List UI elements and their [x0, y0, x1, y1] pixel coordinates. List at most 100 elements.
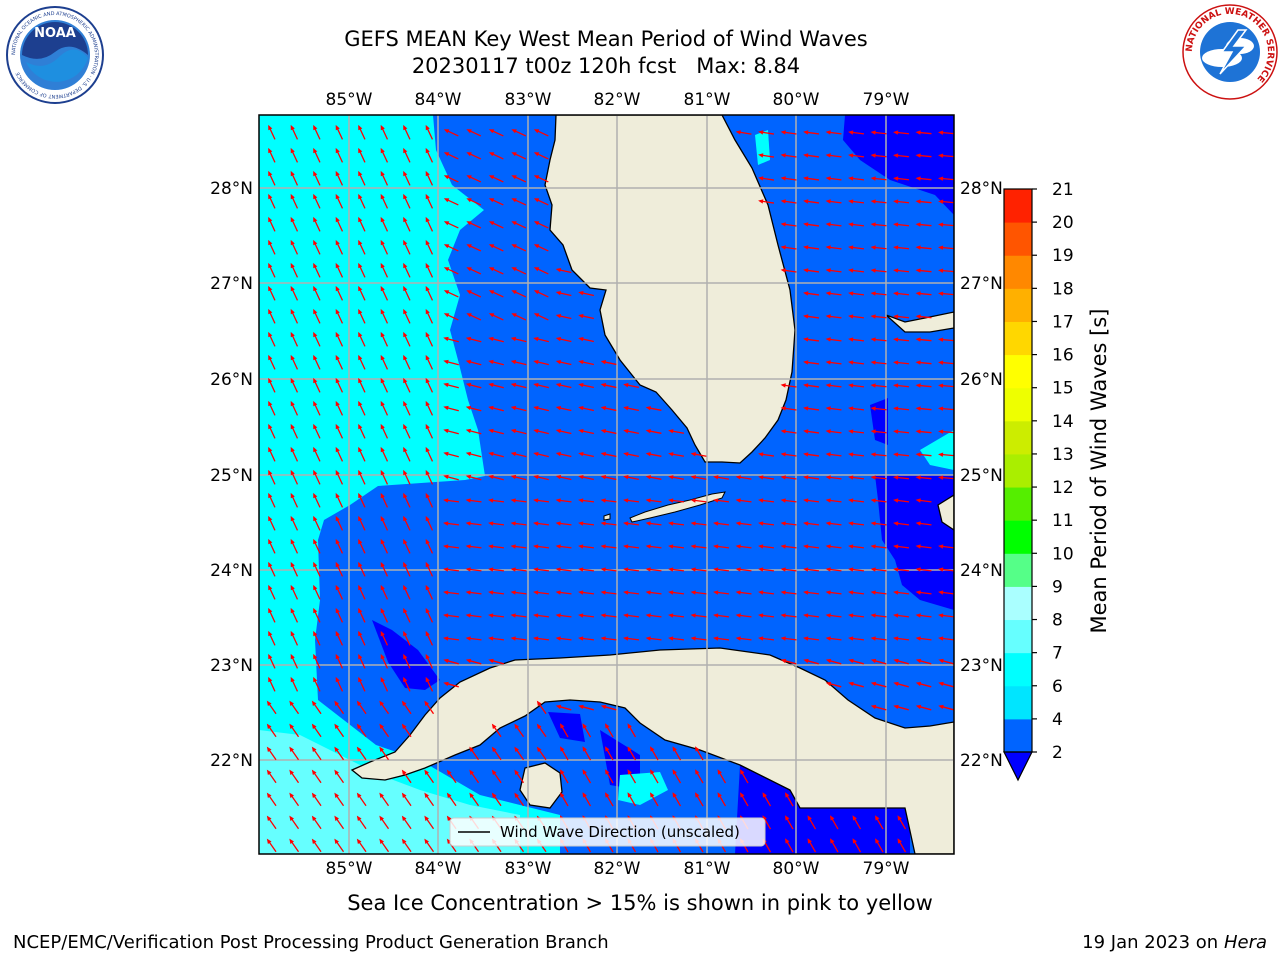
wave-direction-arrow [645, 613, 662, 618]
wave-direction-arrow [380, 170, 389, 186]
wave-direction-arrow [290, 285, 299, 301]
wave-direction-arrow [488, 544, 505, 549]
wave-direction-arrow [578, 337, 594, 343]
wave-direction-arrow [735, 521, 752, 526]
wave-direction-arrow [313, 538, 321, 554]
wave-direction-arrow [780, 636, 797, 641]
wave-direction-arrow [690, 613, 707, 618]
colorbar-segment [1004, 487, 1032, 521]
wave-direction-arrow [825, 613, 842, 618]
wave-direction-arrow [425, 400, 434, 416]
wave-direction-arrow [335, 446, 344, 462]
wave-direction-arrow [268, 515, 276, 531]
wave-direction-arrow [380, 262, 389, 278]
wave-direction-arrow [717, 769, 727, 784]
wave-direction-arrow [560, 792, 569, 807]
wave-direction-arrow [668, 636, 685, 641]
wave-direction-arrow [290, 423, 299, 439]
wave-direction-arrow [358, 400, 366, 416]
wave-direction-arrow [803, 406, 820, 411]
wave-direction-arrow [848, 658, 864, 665]
wave-direction-arrow [403, 170, 411, 186]
wave-direction-arrow [825, 429, 842, 434]
wave-direction-arrow [803, 567, 820, 572]
wave-direction-arrow [380, 400, 389, 416]
wave-direction-arrow [465, 521, 482, 526]
wave-direction-arrow [893, 521, 910, 526]
colorbar-segment [1004, 520, 1032, 554]
wave-direction-arrow [358, 124, 366, 140]
wave-direction-arrow [875, 815, 884, 830]
wave-direction-arrow [915, 245, 932, 250]
wave-direction-arrow [380, 561, 389, 577]
wave-direction-arrow [313, 630, 321, 646]
wave-direction-arrow [623, 521, 640, 526]
wave-direction-arrow [268, 377, 276, 393]
wave-direction-arrow [380, 676, 389, 692]
wave-direction-arrow [268, 538, 276, 554]
wave-direction-arrow [600, 452, 617, 458]
wave-direction-arrow [938, 452, 954, 457]
wave-direction-arrow [915, 704, 932, 711]
wave-direction-arrow [803, 314, 820, 319]
wave-direction-arrow [713, 636, 730, 641]
wave-direction-arrow [290, 607, 299, 623]
wave-direction-arrow [627, 723, 637, 738]
wave-direction-arrow [268, 124, 276, 140]
wave-direction-arrow [380, 239, 389, 255]
wave-direction-arrow [533, 221, 549, 229]
wave-direction-arrow [600, 521, 617, 526]
wave-direction-arrow [825, 337, 842, 342]
colorbar-tick-label: 18 [1052, 279, 1074, 299]
wave-direction-arrow [403, 239, 411, 255]
wave-direction-arrow [403, 515, 411, 531]
wave-direction-arrow [403, 147, 411, 163]
wave-direction-arrow [578, 704, 594, 711]
wave-direction-arrow [780, 406, 797, 411]
arrow-legend: Wind Wave Direction (unscaled) [449, 817, 766, 847]
wave-direction-arrow [335, 308, 344, 324]
wave-direction-arrow [938, 153, 954, 158]
wave-direction-arrow [443, 613, 460, 618]
wave-direction-arrow [803, 429, 820, 434]
wave-direction-arrow [578, 613, 595, 618]
wave-direction-arrow [870, 245, 887, 250]
wave-direction-arrow [555, 544, 572, 549]
wave-direction-arrow [668, 567, 685, 572]
wave-direction-arrow [852, 838, 862, 853]
wave-direction-arrow [443, 636, 460, 641]
wave-direction-arrow [380, 538, 389, 554]
wave-direction-arrow [290, 400, 299, 416]
wave-direction-arrow [358, 216, 366, 232]
wave-direction-arrow [627, 792, 637, 807]
wave-direction-arrow [403, 308, 411, 324]
wave-direction-arrow [848, 291, 865, 296]
wave-direction-arrow [465, 498, 482, 503]
wave-direction-arrow [915, 222, 932, 227]
wave-direction-arrow [266, 769, 277, 784]
wave-direction-arrow [403, 446, 411, 462]
wave-direction-arrow [915, 176, 932, 181]
wave-direction-arrow [358, 239, 366, 255]
wave-direction-arrow [735, 544, 752, 549]
wave-direction-arrow [578, 498, 595, 503]
wave-direction-arrow [510, 336, 527, 343]
wave-direction-arrow [313, 124, 321, 140]
wave-direction-arrow [555, 313, 572, 320]
wave-direction-arrow [825, 452, 842, 457]
wave-direction-arrow [870, 268, 887, 273]
wave-direction-arrow [425, 170, 434, 186]
wave-direction-arrow [488, 198, 504, 206]
wave-direction-arrow [311, 700, 322, 715]
wave-direction-arrow [650, 746, 659, 761]
wave-direction-arrow [511, 290, 527, 298]
colorbar-tick-label: 16 [1052, 346, 1074, 366]
wave-direction-arrow [825, 268, 842, 273]
wave-direction-arrow [290, 515, 299, 531]
wave-direction-arrow [623, 383, 639, 389]
wave-direction-arrow [870, 153, 887, 158]
wave-direction-arrow [668, 429, 685, 434]
wave-direction-arrow [443, 267, 459, 275]
wave-direction-arrow [290, 469, 299, 485]
wave-direction-arrow [488, 636, 505, 641]
